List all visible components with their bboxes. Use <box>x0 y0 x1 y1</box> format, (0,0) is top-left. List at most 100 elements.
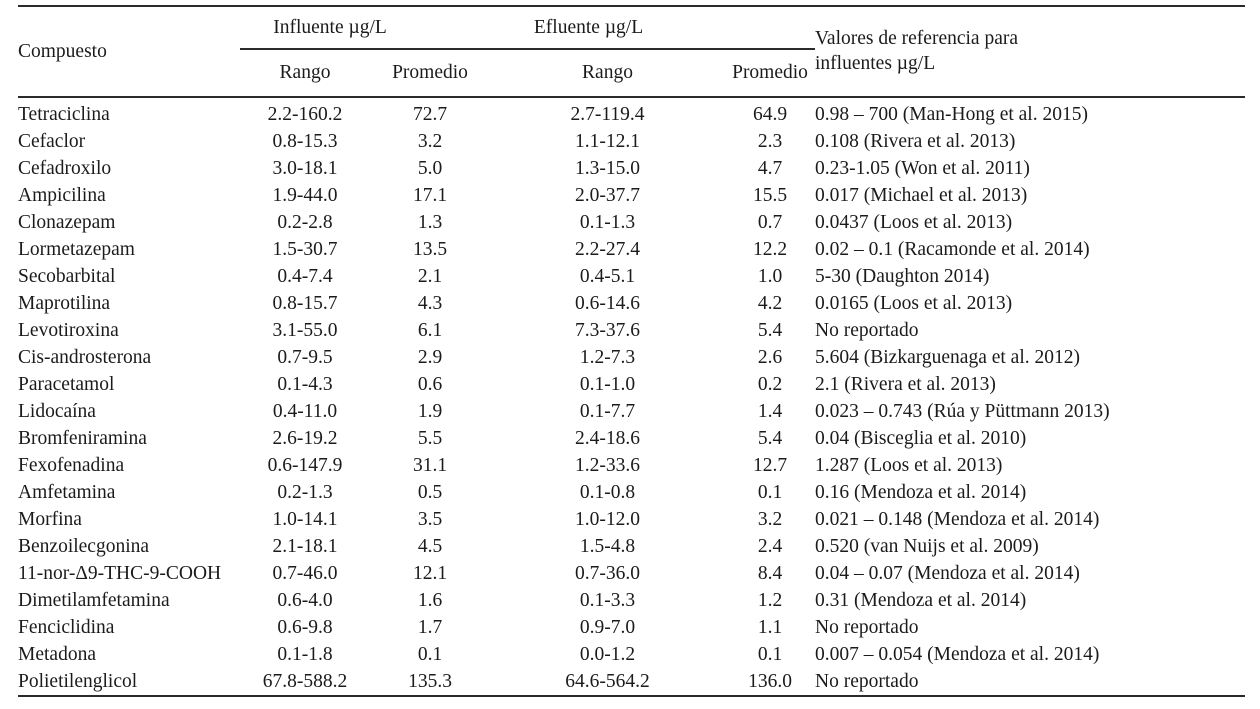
influente-rango-cell: 0.4-7.4 <box>277 266 333 287</box>
table-body: Tetraciclina 2.2-160.2 72.7 2.7-119.4 64.9 0.… <box>18 97 1245 696</box>
table-row: Clonazepam 0.2-2.8 1.3 0.1-1.3 0.7 0.0437 (Lo… <box>18 209 1245 236</box>
efluente-promedio-cell: 12.7 <box>752 455 788 476</box>
referencia-cell: 0.23-1.05 (Won et al. 2011) <box>815 158 1030 179</box>
influente-promedio-cell: 31.1 <box>412 455 448 476</box>
compuesto-cell: Cis-androsterona <box>18 347 152 368</box>
influente-rango-cell: 0.6-4.0 <box>277 590 333 611</box>
efluente-rango-cell: 0.1-1.0 <box>579 374 636 395</box>
influente-rango-cell: 0.7-9.5 <box>277 347 333 368</box>
column-header-promedio-efluente: Promedio <box>725 49 816 98</box>
influente-promedio-cell: 17.1 <box>412 185 448 206</box>
referencia-cell: 0.017 (Michael et al. 2013) <box>815 185 1028 206</box>
table-row: Polietilenglicol 67.8-588.2 135.3 64.6-564.… <box>18 668 1245 696</box>
table-row: Fexofenadina 0.6-147.9 31.1 1.2-33.6 12.7 1.2… <box>18 452 1245 479</box>
column-header-promedio-influente: Promedio <box>370 49 491 98</box>
influente-rango-cell: 0.6-9.8 <box>277 617 333 638</box>
column-group-efluente: Efluente µg/L <box>490 6 816 50</box>
efluente-promedio-cell: 3.2 <box>757 509 783 530</box>
influente-promedio-cell: 0.6 <box>417 374 443 395</box>
efluente-rango-cell: 1.0-12.0 <box>575 509 641 530</box>
referencia-cell: 0.0165 (Loos et al. 2013) <box>815 293 1013 314</box>
compuesto-cell: Amfetamina <box>18 482 116 503</box>
influente-rango-cell: 0.1-4.3 <box>277 374 333 395</box>
efluente-promedio-cell: 2.3 <box>757 131 783 152</box>
influente-rango-cell: 1.0-14.1 <box>272 509 338 530</box>
influente-rango-cell: 1.5-30.7 <box>272 239 338 260</box>
efluente-promedio-cell: 1.1 <box>757 617 783 638</box>
influente-rango-cell: 0.4-11.0 <box>272 401 338 422</box>
table-row: Paracetamol 0.1-4.3 0.6 0.1-1.0 0.2 2.1 (Rive… <box>18 371 1245 398</box>
referencia-cell: 0.02 – 0.1 (Racamonde et al. 2014) <box>815 239 1090 260</box>
referencia-cell: 0.023 – 0.743 (Rúa y Püttmann 2013) <box>815 401 1110 422</box>
efluente-promedio-cell: 2.6 <box>757 347 783 368</box>
table-row: Cefaclor 0.8-15.3 3.2 1.1-12.1 2.3 0.108 (Riv… <box>18 128 1245 155</box>
compuesto-cell: Bromfeniramina <box>18 428 147 449</box>
influente-promedio-cell: 5.5 <box>417 428 443 449</box>
compuesto-cell: Levotiroxina <box>18 320 119 341</box>
efluente-rango-cell: 0.6-14.6 <box>575 293 641 314</box>
compuesto-cell: Benzoilecgonina <box>18 536 150 557</box>
influente-rango-cell: 1.9-44.0 <box>272 185 338 206</box>
efluente-promedio-cell: 64.9 <box>752 104 788 125</box>
influente-rango-cell: 0.1-1.8 <box>277 644 333 665</box>
table-row: Bromfeniramina 2.6-19.2 5.5 2.4-18.6 5.4 0.04… <box>18 425 1245 452</box>
table-row: Benzoilecgonina 2.1-18.1 4.5 1.5-4.8 2.4 0.52… <box>18 533 1245 560</box>
table-row: Maprotilina 0.8-15.7 4.3 0.6-14.6 4.2 0.0165 … <box>18 290 1245 317</box>
compuesto-cell: Paracetamol <box>18 374 115 395</box>
table-header: Compuesto Influente µg/L Efluente µg/L V… <box>18 6 1245 98</box>
influente-promedio-cell: 13.5 <box>412 239 448 260</box>
influente-promedio-cell: 1.3 <box>417 212 443 233</box>
influente-rango-cell: 2.2-160.2 <box>267 104 343 125</box>
compuesto-cell: Maprotilina <box>18 293 111 314</box>
influente-promedio-cell: 135.3 <box>408 671 452 692</box>
efluente-rango-cell: 2.2-27.4 <box>575 239 641 260</box>
efluente-rango-cell: 64.6-564.2 <box>565 671 650 692</box>
influente-rango-cell: 0.8-15.3 <box>272 131 338 152</box>
efluente-rango-cell: 1.2-7.3 <box>579 347 636 368</box>
column-header-rango-influente: Rango <box>240 49 370 98</box>
influente-rango-cell: 0.7-46.0 <box>272 563 338 584</box>
header-row-subcolumns: Rango Promedio Rango Promedio <box>18 49 1245 98</box>
influente-promedio-cell: 3.5 <box>417 509 443 530</box>
compuesto-cell: Morfina <box>18 509 82 530</box>
influente-rango-cell: 3.0-18.1 <box>272 158 338 179</box>
compuesto-cell: Lidocaína <box>18 401 96 422</box>
efluente-promedio-cell: 5.4 <box>757 320 783 341</box>
efluente-promedio-cell: 8.4 <box>757 563 783 584</box>
referencia-cell: No reportado <box>815 320 919 341</box>
referencia-cell: 5.604 (Bizkarguenaga et al. 2012) <box>815 347 1080 368</box>
influente-promedio-cell: 2.1 <box>417 266 443 287</box>
efluente-rango-cell: 0.9-7.0 <box>579 617 636 638</box>
compuesto-cell: Fenciclidina <box>18 617 115 638</box>
influente-rango-cell: 2.6-19.2 <box>272 428 338 449</box>
efluente-promedio-cell: 1.0 <box>757 266 783 287</box>
column-header-compuesto: Compuesto <box>18 6 240 98</box>
compuesto-cell: Secobarbital <box>18 266 116 287</box>
efluente-rango-cell: 2.4-18.6 <box>575 428 641 449</box>
table-row: Fenciclidina 0.6-9.8 1.7 0.9-7.0 1.1 No repor… <box>18 614 1245 641</box>
table-row: Dimetilamfetamina 0.6-4.0 1.6 0.1-3.3 1.2 0.3… <box>18 587 1245 614</box>
referencia-cell: 2.1 (Rivera et al. 2013) <box>815 374 996 395</box>
referencia-cell: 1.287 (Loos et al. 2013) <box>815 455 1003 476</box>
compuesto-cell: Tetraciclina <box>18 104 110 125</box>
influente-rango-cell: 0.2-1.3 <box>277 482 333 503</box>
influente-promedio-cell: 6.1 <box>417 320 443 341</box>
efluente-rango-cell: 0.1-7.7 <box>579 401 636 422</box>
influente-promedio-cell: 1.7 <box>417 617 443 638</box>
efluente-promedio-cell: 0.1 <box>757 482 783 503</box>
influente-rango-cell: 2.1-18.1 <box>272 536 338 557</box>
reference-values-table: Compuesto Influente µg/L Efluente µg/L V… <box>18 5 1245 697</box>
influente-promedio-cell: 3.2 <box>417 131 443 152</box>
efluente-promedio-cell: 12.2 <box>752 239 788 260</box>
referencia-cell: 5-30 (Daughton 2014) <box>815 266 990 287</box>
influente-rango-cell: 0.8-15.7 <box>272 293 338 314</box>
efluente-promedio-cell: 1.2 <box>757 590 783 611</box>
influente-promedio-cell: 4.5 <box>417 536 443 557</box>
table-row: Lormetazepam 1.5-30.7 13.5 2.2-27.4 12.2 0.02… <box>18 236 1245 263</box>
influente-promedio-cell: 12.1 <box>412 563 448 584</box>
compuesto-cell: Clonazepam <box>18 212 116 233</box>
referencia-cell: 0.31 (Mendoza et al. 2014) <box>815 590 1027 611</box>
efluente-promedio-cell: 4.2 <box>757 293 783 314</box>
efluente-rango-cell: 0.0-1.2 <box>579 644 636 665</box>
compuesto-cell: Lormetazepam <box>18 239 135 260</box>
